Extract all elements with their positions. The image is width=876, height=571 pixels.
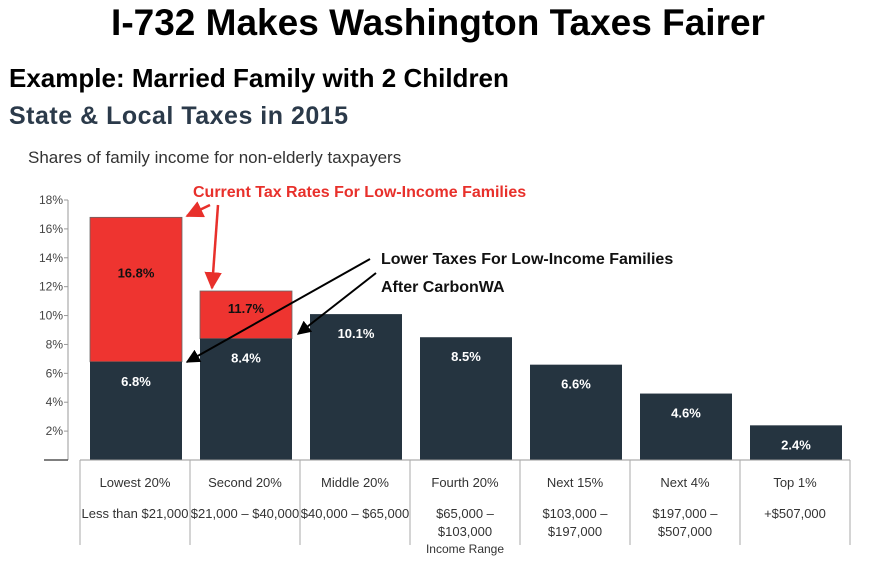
bar-value <box>200 338 292 460</box>
bar-value <box>90 361 182 460</box>
x-income-range-label: Less than $21,000 <box>82 506 189 521</box>
y-tick-label: 2% <box>46 424 64 438</box>
x-income-range-label: $197,000 – <box>652 506 718 521</box>
x-category-label: Next 4% <box>660 475 710 490</box>
page-title: I-732 Makes Washington Taxes Fairer <box>111 2 765 43</box>
y-tick-label: 18% <box>39 193 63 207</box>
x-income-range-label: $65,000 – <box>436 506 495 521</box>
x-category-label: Middle 20% <box>321 475 389 490</box>
bar-value-label: 4.6% <box>671 406 701 421</box>
bar-current-rate <box>199 290 293 340</box>
y-axis: 2% 4% 6% 8% 10% 12% 14% 16% 18% <box>39 193 69 461</box>
bar-value-label: 6.8% <box>121 374 151 389</box>
x-income-range-label: $507,000 <box>658 524 712 539</box>
annotation-lower-taxes-line2: After CarbonWA <box>381 279 505 296</box>
bar-value-label: 2.4% <box>781 437 811 452</box>
chart-caption: Shares of family income for non-elderly … <box>28 148 402 167</box>
x-income-range-label: $103,000 – <box>542 506 608 521</box>
bar-value-label: 10.1% <box>338 326 375 341</box>
bar-value <box>640 393 732 460</box>
x-income-range-label: $21,000 – $40,000 <box>191 506 299 521</box>
y-tick-label: 10% <box>39 309 63 323</box>
y-tick-label: 14% <box>39 251 63 265</box>
x-income-range-label: $40,000 – $65,000 <box>301 506 409 521</box>
bar-value <box>420 337 512 460</box>
x-category-label: Fourth 20% <box>431 475 499 490</box>
arrow-to-second-current <box>204 204 222 290</box>
bar-value-label: 8.4% <box>231 351 261 366</box>
arrow-to-lowest-current <box>185 201 211 218</box>
bar-current-label: 16.8% <box>118 265 155 280</box>
x-axis-label: Income Range <box>426 542 504 556</box>
arrow-to-lowest-after <box>185 258 371 363</box>
annotation-lower-taxes-line1: Lower Taxes For Low-Income Families <box>381 251 673 268</box>
x-category-label: Lowest 20% <box>100 475 171 490</box>
arrow-to-second-after <box>296 272 377 335</box>
x-income-range-label: +$507,000 <box>764 506 826 521</box>
bar-value-label: 8.5% <box>451 349 481 364</box>
annotation-current-rates: Current Tax Rates For Low-Income Familie… <box>193 184 526 201</box>
y-tick-label: 16% <box>39 222 63 236</box>
y-tick-label: 4% <box>46 395 64 409</box>
bar-value <box>530 364 622 460</box>
x-category-label: Second 20% <box>208 475 282 490</box>
x-income-range-label: $103,000 <box>438 524 492 539</box>
bar-value <box>750 425 842 460</box>
x-category-label: Next 15% <box>547 475 604 490</box>
example-subtitle: Example: Married Family with 2 Children <box>9 63 509 93</box>
bar-value <box>310 314 402 460</box>
bar-value-label: 6.6% <box>561 377 591 392</box>
y-tick-label: 12% <box>39 280 63 294</box>
bar-current-rate <box>89 216 183 363</box>
chart-heading: State & Local Taxes in 2015 <box>9 102 349 130</box>
x-category-label: Top 1% <box>773 475 817 490</box>
bar-current-label: 11.7% <box>228 301 265 316</box>
bars: 16.8% 6.8% 11.7% 8.4% 10.1% 8.5% 6.6% 4.6% 2.4% <box>89 216 842 460</box>
y-tick-label: 8% <box>46 337 64 351</box>
x-income-range-label: $197,000 <box>548 524 602 539</box>
x-axis-categories: Lowest 20% Less than $21,000 Second 20% $21… <box>79 459 851 545</box>
y-tick-label: 6% <box>46 366 64 380</box>
